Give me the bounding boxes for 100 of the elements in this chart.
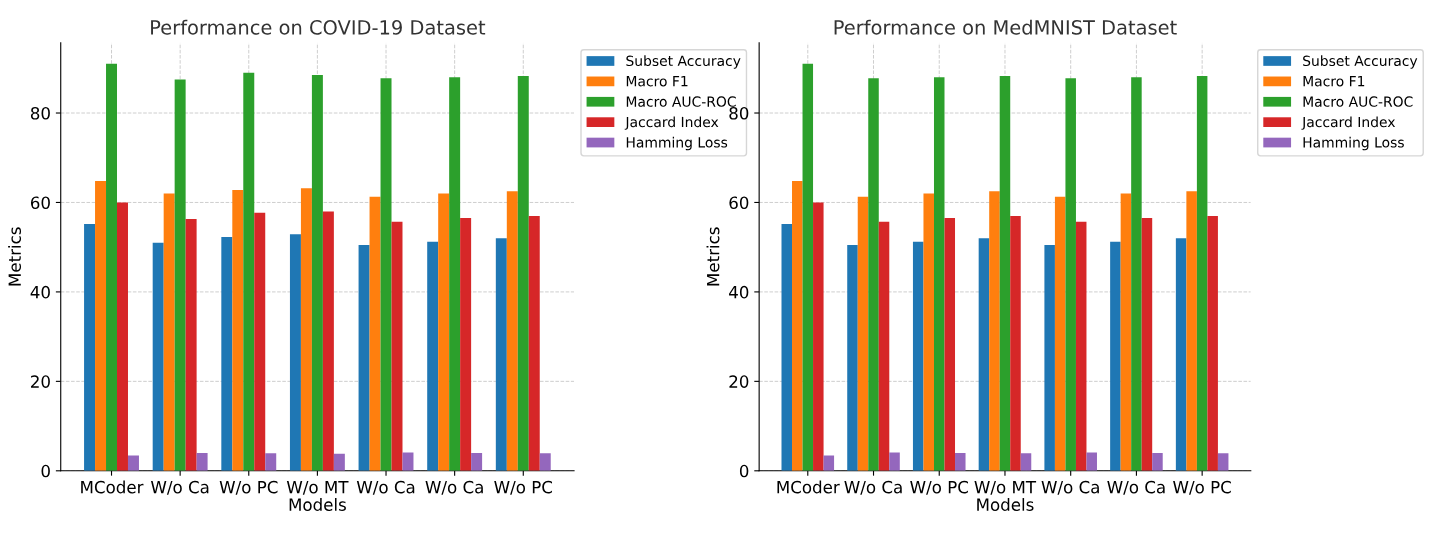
x-tick-label: W/o Ca [1107,480,1165,495]
bar [878,221,890,471]
bar [923,193,934,471]
y-tick-label: 20 [729,375,749,388]
bar [471,452,483,471]
bar [460,218,472,471]
legend-label: Subset Accuracy [626,55,741,69]
y-tick-label: 60 [30,196,50,210]
bar [1217,453,1229,471]
bar [84,223,96,471]
bar [174,79,186,471]
x-axis-title: Models [977,498,1034,511]
y-axis-title: Metrics [8,227,22,286]
x-axis-title: Models [289,498,346,511]
bar [1141,218,1153,471]
bar [989,191,1000,471]
bar [196,452,208,471]
legend-label: Hamming Loss [1303,136,1404,151]
bar [1120,193,1132,471]
bar [528,215,540,471]
x-tick-label: W/o MT [974,481,1037,495]
y-axis-title: Metrics [706,227,720,286]
bar [152,242,164,471]
x-tick-label: W/o Ca [1041,480,1099,495]
bar [333,453,345,471]
bar [1086,452,1097,471]
bar [117,202,128,471]
bar [1010,215,1021,471]
x-tick-label: MCoder [777,480,840,494]
legend-label: Jaccard Index [1301,116,1396,130]
y-tick-label: 0 [41,464,50,478]
legend-label: Macro F1 [1303,76,1365,87]
bar [912,241,924,471]
x-tick-label: W/o Ca [425,480,483,495]
y-tick-label: 80 [729,106,749,120]
bar [781,223,793,471]
bar [232,189,244,471]
bar [813,202,824,471]
bar [449,77,461,471]
bar [369,196,381,471]
x-tick-label: W/o MT [286,481,349,495]
bar [1065,78,1076,471]
bar [868,78,879,471]
x-tick-label: W/o PC [910,480,968,495]
bar [1207,215,1218,471]
bar [933,77,945,471]
legend-label: Hamming Loss [626,136,728,151]
y-tick-label: 20 [31,375,50,388]
bar [1196,75,1208,471]
bar [438,193,450,471]
bar [402,452,414,471]
bar [1054,196,1066,471]
bar [1020,453,1032,471]
x-tick-label: W/o PC [1173,480,1231,495]
bar [243,72,255,471]
bar [889,452,900,471]
x-tick-label: MCoder [81,480,144,494]
x-tick-label: W/o PC [494,480,553,495]
bar [1152,452,1163,471]
bar [517,75,529,471]
bar [999,75,1011,471]
bar [857,196,869,471]
legend-label: Macro AUC-ROC [626,96,736,107]
bar [311,75,323,471]
bar [978,238,990,471]
x-tick-label: W/o Ca [150,480,209,495]
bar [300,188,312,471]
bar [1044,244,1055,471]
bar [1075,221,1087,471]
legend-label: Macro AUC-ROC [1303,96,1413,107]
y-tick-label: 60 [729,196,749,210]
legend-label: Subset Accuracy [1303,55,1418,69]
bar [847,244,858,471]
bar [185,219,197,471]
bar [380,78,392,471]
bar [1175,238,1187,471]
bar [289,234,301,471]
bar [358,244,370,471]
bar [1131,77,1142,471]
bar [539,453,551,471]
x-tick-label: W/o Ca [844,480,902,495]
bar [95,180,107,471]
bar [322,211,334,471]
bar [802,63,814,471]
bar [254,212,266,471]
bar [265,453,277,471]
bar [106,63,118,471]
legend-label: Jaccard Index [624,116,719,130]
bar [1110,241,1121,471]
bar [955,452,966,471]
chart-title: Performance on COVID-19 Dataset [151,19,486,35]
y-tick-label: 40 [729,285,749,299]
bar [163,193,175,471]
x-tick-label: W/o PC [219,480,278,495]
y-tick-label: 40 [30,285,50,299]
bar [944,218,956,471]
legend-label: Macro F1 [626,76,688,87]
bar [792,180,803,471]
bar [495,238,507,471]
bar [127,455,139,471]
